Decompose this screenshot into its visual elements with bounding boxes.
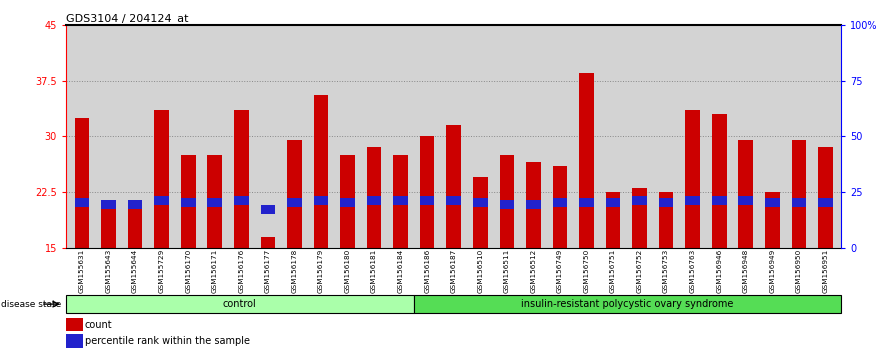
Bar [765, 192, 780, 248]
Text: percentile rank within the sample: percentile rank within the sample [85, 336, 250, 346]
Bar [420, 136, 434, 248]
Bar [685, 196, 700, 205]
Bar [420, 196, 434, 205]
Bar [75, 198, 89, 207]
Bar [447, 196, 461, 205]
Bar [128, 209, 143, 248]
Bar [314, 95, 329, 248]
Bar [526, 162, 541, 248]
Bar [526, 200, 541, 209]
Bar [154, 196, 169, 205]
Bar [154, 110, 169, 248]
Bar [66, 318, 83, 331]
Bar [287, 198, 301, 207]
Bar [633, 188, 647, 248]
Bar [101, 209, 116, 248]
Text: GDS3104 / 204124_at: GDS3104 / 204124_at [66, 13, 189, 23]
Bar [340, 155, 355, 248]
Text: insulin-resistant polycystic ovary syndrome: insulin-resistant polycystic ovary syndr… [522, 299, 734, 309]
Bar [234, 196, 248, 205]
Bar [207, 155, 222, 248]
Bar [287, 140, 301, 248]
Bar [261, 236, 275, 248]
Bar [818, 147, 833, 248]
Bar [500, 200, 515, 209]
Bar [633, 196, 647, 205]
Bar [712, 114, 727, 248]
Bar [314, 196, 329, 205]
Bar [413, 295, 841, 313]
Bar [791, 140, 806, 248]
Bar [579, 73, 594, 248]
Bar [181, 198, 196, 207]
Text: disease state: disease state [1, 299, 61, 309]
Bar [659, 192, 673, 248]
Bar [659, 198, 673, 207]
Bar [552, 166, 567, 248]
Bar [101, 200, 116, 209]
Bar [66, 295, 413, 313]
Bar [712, 196, 727, 205]
Bar [500, 155, 515, 248]
Bar [447, 125, 461, 248]
Bar [181, 155, 196, 248]
Bar [393, 155, 408, 248]
Bar [738, 140, 753, 248]
Bar [66, 334, 83, 348]
Bar [473, 198, 487, 207]
Bar [818, 198, 833, 207]
Text: count: count [85, 320, 113, 330]
Bar [128, 200, 143, 209]
Bar [738, 196, 753, 205]
Bar [473, 177, 487, 248]
Bar [366, 147, 381, 248]
Bar [75, 118, 89, 248]
Bar [606, 198, 620, 207]
Bar [606, 192, 620, 248]
Bar [366, 196, 381, 205]
Bar [261, 205, 275, 214]
Bar [234, 110, 248, 248]
Bar [207, 198, 222, 207]
Text: control: control [223, 299, 256, 309]
Bar [685, 110, 700, 248]
Bar [340, 198, 355, 207]
Bar [765, 198, 780, 207]
Bar [791, 198, 806, 207]
Bar [552, 198, 567, 207]
Bar [579, 198, 594, 207]
Bar [393, 196, 408, 205]
